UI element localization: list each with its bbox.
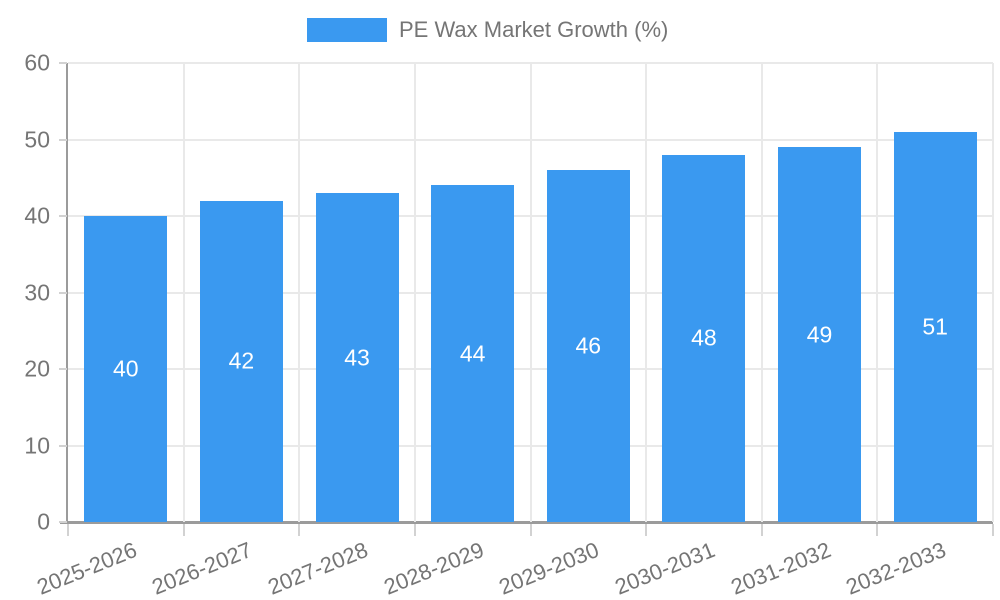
plot-area: 40 42 43 44 46 48 49 51: [68, 62, 994, 522]
gridline-vertical: [298, 63, 301, 522]
bar-2025-2026[interactable]: 40: [84, 216, 168, 522]
y-axis-tick: [59, 215, 67, 217]
x-axis-line: [60, 521, 993, 524]
y-axis-tick-label: 20: [24, 355, 50, 382]
legend[interactable]: PE Wax Market Growth (%): [307, 17, 668, 43]
x-axis-tick: [298, 524, 301, 536]
y-axis-tick-label: 40: [24, 202, 50, 229]
gridline-vertical: [876, 63, 879, 522]
bar-value-label: 49: [806, 321, 833, 348]
gridline-vertical: [760, 63, 763, 522]
y-axis-tick-label: 50: [24, 126, 50, 152]
bar-value-label: 48: [691, 324, 717, 351]
bar-2031-2032[interactable]: 49: [778, 147, 862, 522]
x-axis-tick: [992, 524, 994, 536]
bar-2028-2029[interactable]: 44: [431, 185, 515, 522]
bar-2032-2033[interactable]: 51: [893, 131, 977, 522]
y-axis-tick: [59, 62, 67, 64]
x-axis-tick: [760, 524, 763, 536]
gridline-vertical: [645, 63, 648, 522]
bar-value-label: 51: [922, 313, 948, 340]
y-axis-tick-label: 0: [37, 508, 50, 535]
gridline-vertical: [413, 63, 416, 522]
legend-label: PE Wax Market Growth (%): [399, 17, 669, 42]
gridline-vertical: [529, 63, 532, 522]
bar-2030-2031[interactable]: 48: [662, 154, 746, 522]
y-axis-tick: [59, 368, 67, 370]
bar-value-label: 46: [575, 332, 602, 359]
y-axis-tick-label: 60: [24, 49, 50, 76]
gridline-vertical: [992, 63, 994, 522]
x-axis-tick: [876, 524, 879, 536]
bar-2029-2030[interactable]: 46: [546, 170, 630, 522]
y-axis-line: [66, 63, 68, 524]
bar-value-label: 44: [459, 340, 486, 367]
y-axis-tick: [59, 444, 67, 447]
gridline-vertical: [182, 63, 185, 522]
y-axis-tick-label: 10: [24, 432, 50, 458]
x-axis-tick: [529, 524, 532, 536]
x-axis-tick: [67, 524, 69, 536]
y-axis-tick: [59, 521, 67, 523]
x-axis-tick: [645, 524, 648, 536]
bar-2026-2027[interactable]: 42: [199, 200, 283, 522]
y-axis-tick: [59, 291, 67, 294]
bar-2027-2028[interactable]: 43: [315, 193, 399, 522]
bar-value-label: 40: [113, 355, 139, 382]
bar-value-label: 43: [344, 344, 370, 371]
bar-value-label: 42: [228, 347, 255, 374]
x-axis-tick: [182, 524, 185, 536]
x-axis-tick: [413, 524, 416, 536]
y-axis-tick: [59, 138, 67, 141]
legend-swatch: [307, 18, 387, 42]
y-axis-tick-label: 30: [24, 279, 50, 305]
